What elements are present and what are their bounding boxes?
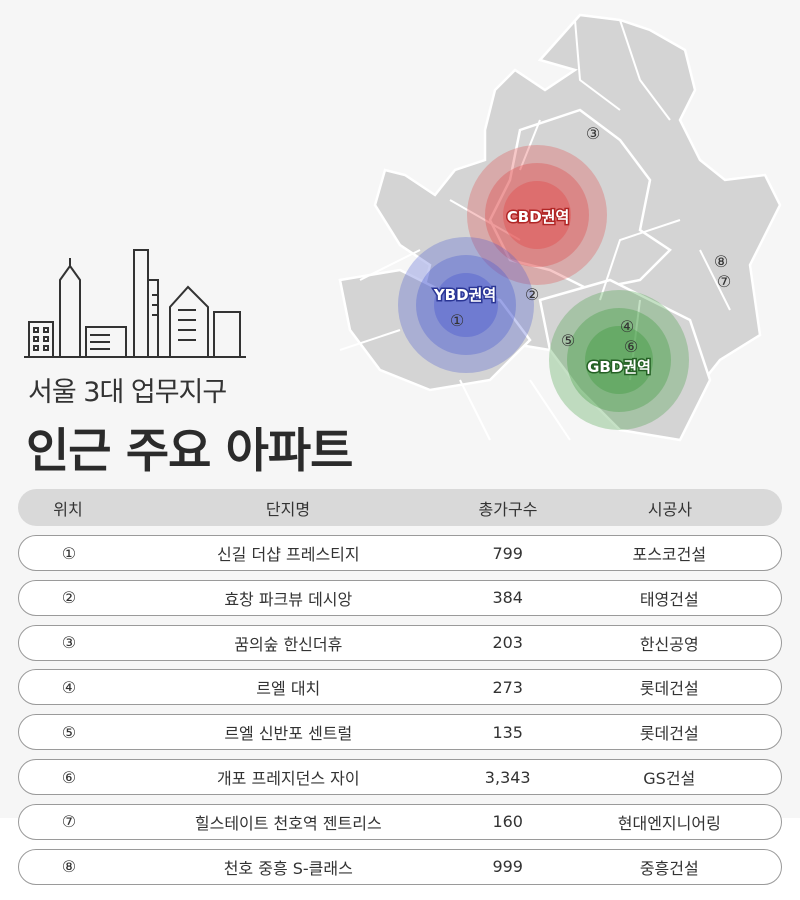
marker-8: ⑧ bbox=[714, 252, 728, 271]
row-location: ① bbox=[61, 543, 77, 563]
row-builder: 현대엔지니어링 bbox=[617, 813, 721, 833]
table-row: ④ 르엘 대치 273 롯데건설 bbox=[18, 669, 782, 706]
row-location: ⑥ bbox=[61, 767, 77, 787]
table-row: ⑦ 힐스테이트 천호역 젠트리스 160 현대엔지니어링 bbox=[18, 803, 782, 840]
marker-6: ⑥ bbox=[624, 337, 638, 356]
marker-4: ④ bbox=[620, 317, 634, 336]
seoul-map: CBD권역 YBD권역 GBD권역 ① ② ③ ④ ⑤ ⑥ ⑦ ⑧ bbox=[24, 13, 782, 442]
row-location: ② bbox=[61, 588, 77, 608]
subtitle: 서울 3대 업무지구 bbox=[28, 377, 227, 408]
row-name: 르엘 대치 bbox=[256, 679, 321, 699]
row-name: 힐스테이트 천호역 젠트리스 bbox=[194, 813, 382, 833]
row-builder: 태영건설 bbox=[639, 589, 699, 609]
row-builder: 롯데건설 bbox=[639, 679, 699, 699]
row-builder: GS건설 bbox=[643, 769, 696, 788]
row-name: 개포 프레지던스 자이 bbox=[216, 769, 360, 788]
row-name: 르엘 신반포 센트럴 bbox=[224, 724, 353, 744]
row-units: 999 bbox=[492, 857, 523, 877]
gbd-label: GBD권역 bbox=[587, 358, 651, 376]
ybd-zone bbox=[398, 237, 534, 373]
row-units: 203 bbox=[492, 633, 523, 653]
row-name: 효창 파크뷰 데시앙 bbox=[224, 589, 353, 609]
header-builder: 시공사 bbox=[647, 499, 693, 519]
page-title: 인근 주요 아파트 bbox=[26, 424, 353, 479]
row-units: 160 bbox=[492, 812, 523, 832]
cbd-zone bbox=[467, 145, 607, 285]
table-row: ⑤ 르엘 신반포 센트럴 135 롯데건설 bbox=[18, 714, 782, 751]
table-row: ⑥ 개포 프레지던스 자이 3,343 GS건설 bbox=[18, 759, 782, 795]
row-builder: 롯데건설 bbox=[639, 724, 699, 744]
marker-3: ③ bbox=[586, 124, 600, 143]
city-skyline-icon bbox=[24, 249, 246, 358]
header-location: 위치 bbox=[53, 499, 83, 519]
row-units: 135 bbox=[492, 722, 523, 742]
ybd-label: YBD권역 bbox=[433, 286, 496, 304]
row-builder: 중흥건설 bbox=[639, 858, 699, 878]
marker-7: ⑦ bbox=[717, 272, 731, 291]
table-row: ① 신길 더샵 프레스티지 799 포스코건설 bbox=[18, 535, 782, 571]
row-builder: 한신공영 bbox=[639, 634, 699, 654]
row-units: 384 bbox=[492, 588, 523, 608]
row-units: 273 bbox=[492, 677, 523, 697]
marker-5: ⑤ bbox=[561, 331, 575, 350]
gbd-zone bbox=[549, 290, 689, 430]
row-builder: 포스코건설 bbox=[632, 545, 707, 564]
marker-1: ① bbox=[450, 311, 464, 330]
table-row: ⑧ 천호 중흥 S-클래스 999 중흥건설 bbox=[18, 848, 782, 885]
row-name: 천호 중흥 S-클래스 bbox=[223, 858, 353, 878]
table-row: ② 효창 파크뷰 데시앙 384 태영건설 bbox=[18, 579, 782, 616]
row-location: ③ bbox=[61, 633, 77, 653]
header-units: 총가구수 bbox=[478, 499, 538, 519]
row-units: 799 bbox=[492, 543, 523, 563]
row-location: ⑤ bbox=[61, 722, 77, 742]
header-name: 단지명 bbox=[265, 499, 311, 519]
row-location: ⑧ bbox=[61, 857, 77, 877]
row-location: ⑦ bbox=[61, 812, 77, 832]
row-name: 꿈의숲 한신더휴 bbox=[234, 634, 343, 654]
table-row: ③ 꿈의숲 한신더휴 203 한신공영 bbox=[18, 624, 782, 661]
row-name: 신길 더샵 프레스티지 bbox=[216, 545, 360, 564]
table-header: 위치 단지명 총가구수 시공사 bbox=[18, 489, 782, 526]
district-borders bbox=[339, 19, 731, 441]
district-map bbox=[338, 13, 782, 442]
marker-2: ② bbox=[525, 285, 539, 304]
row-location: ④ bbox=[61, 677, 77, 697]
cbd-label: CBD권역 bbox=[507, 208, 570, 226]
row-units: 3,343 bbox=[484, 767, 531, 787]
